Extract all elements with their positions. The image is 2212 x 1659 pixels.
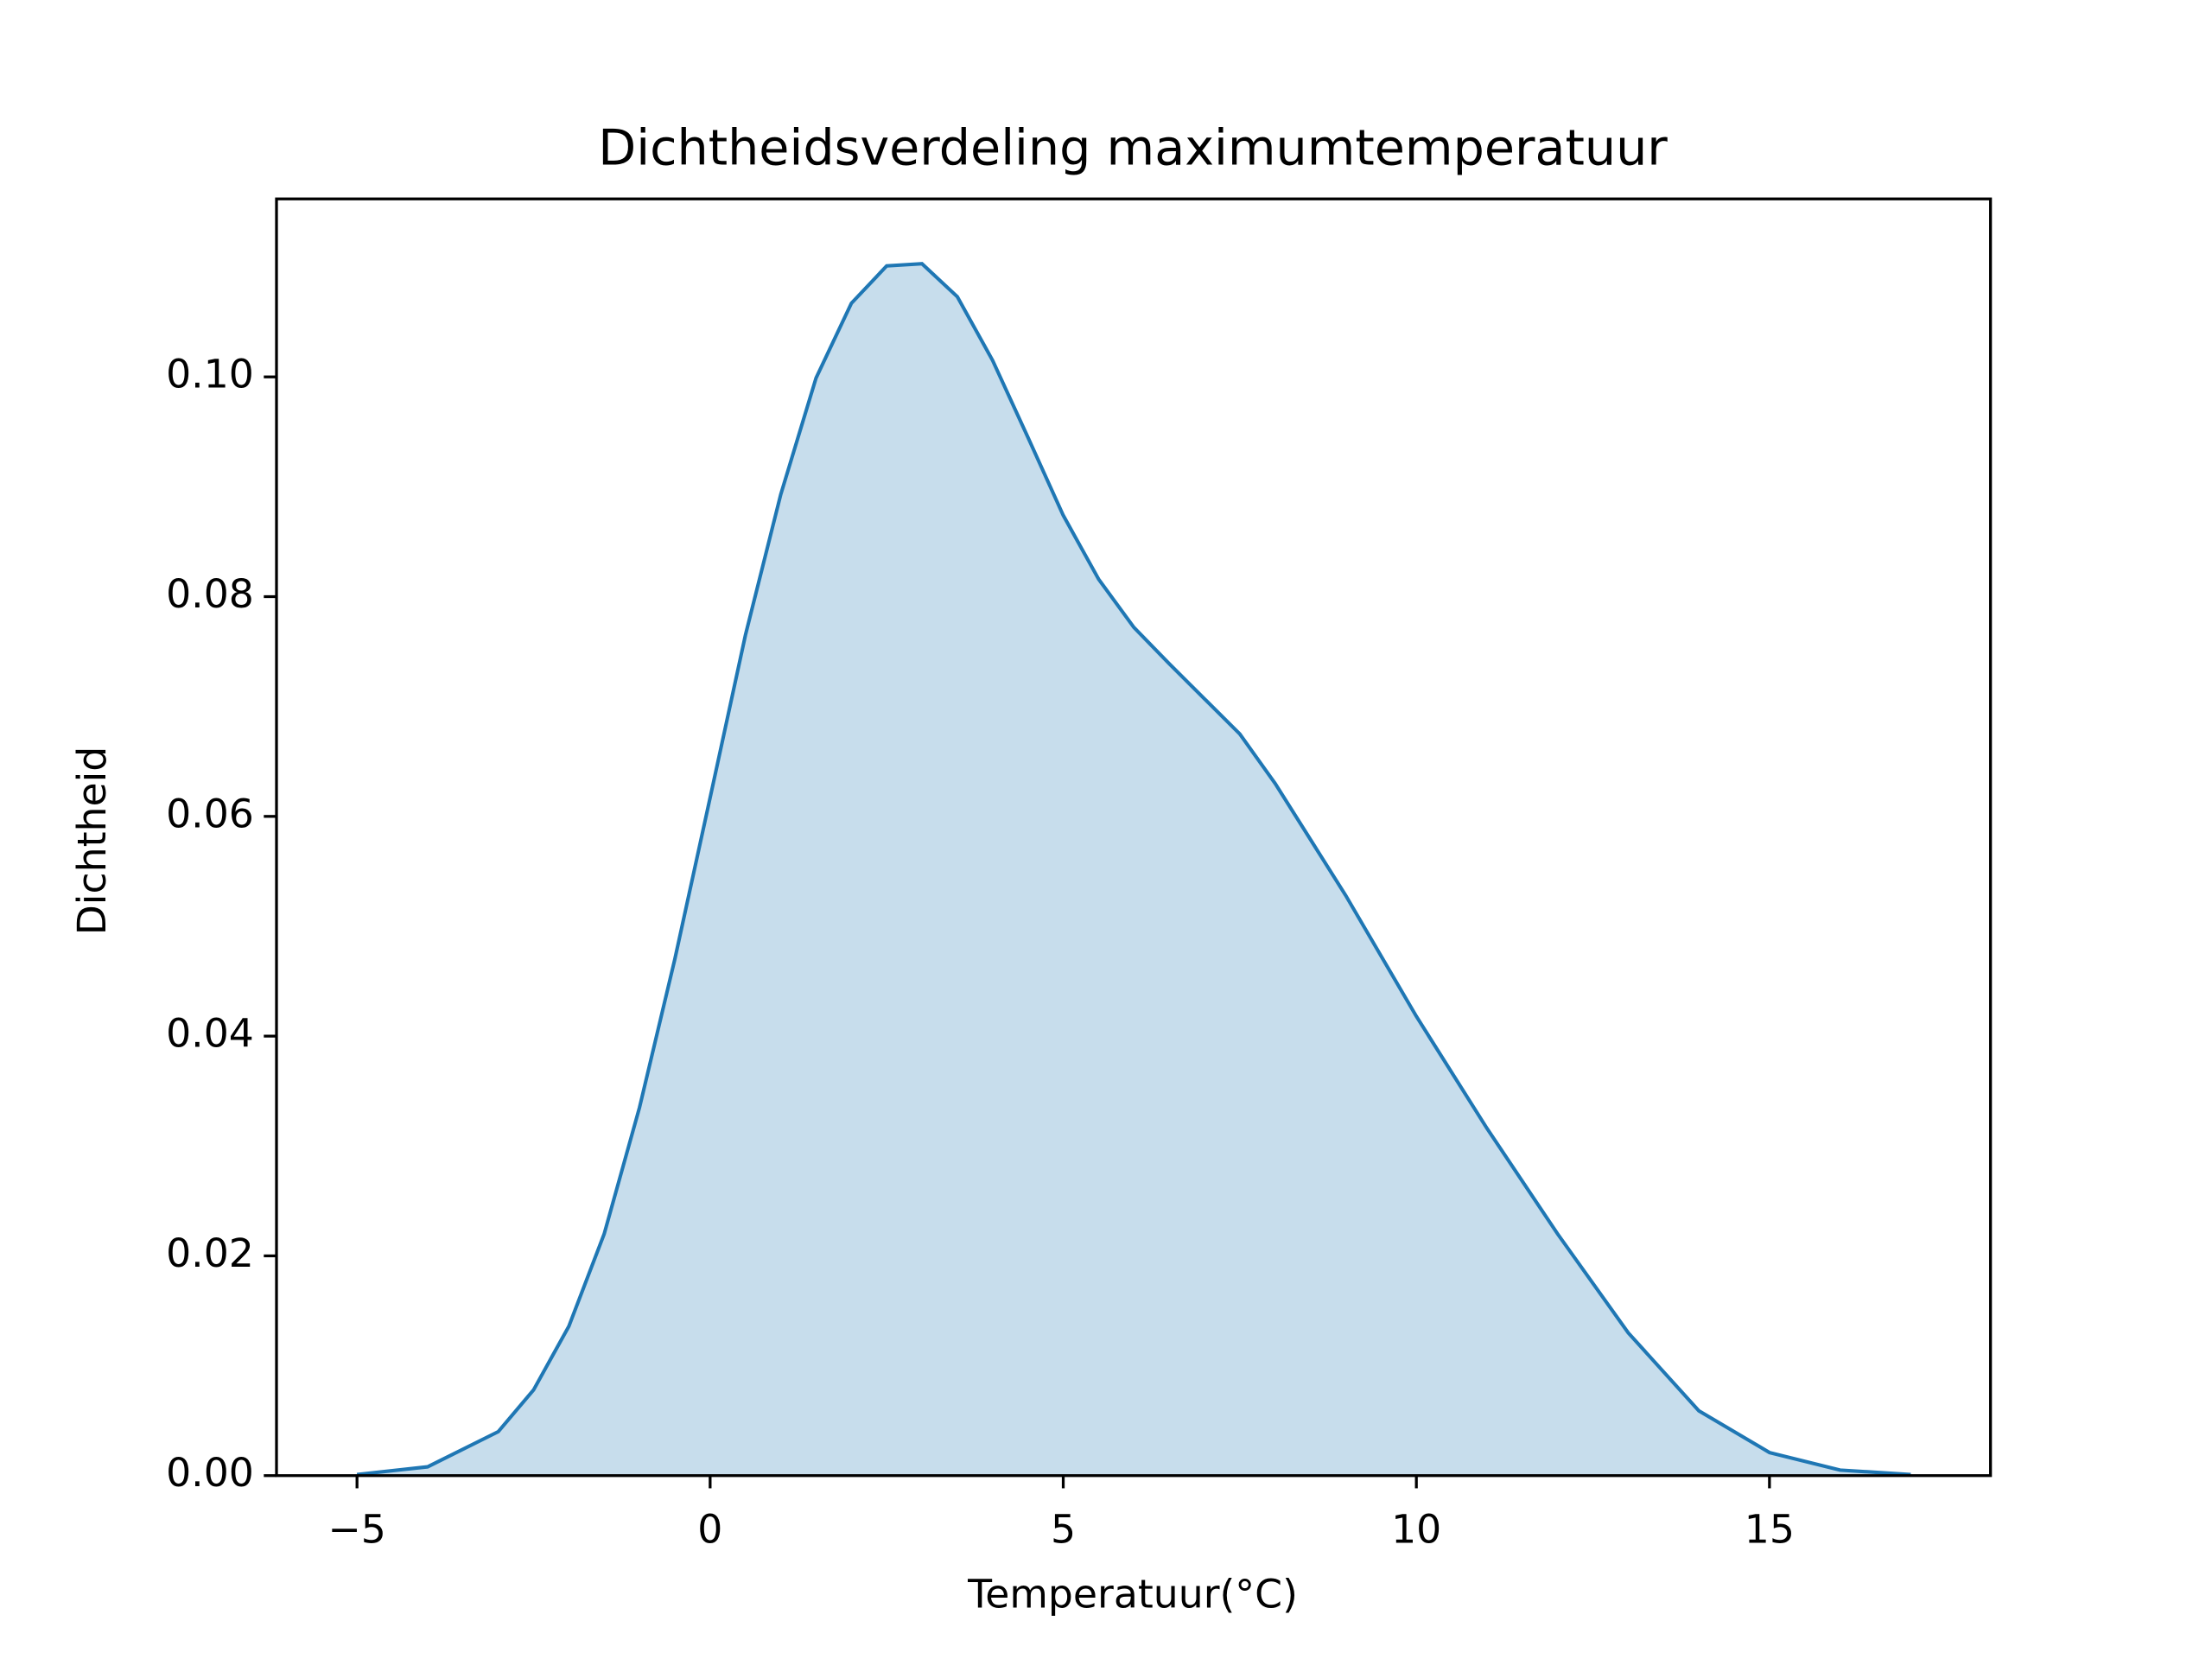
y-tick-label: 0.10 bbox=[166, 352, 254, 397]
x-tick-label: 15 bbox=[1745, 1507, 1795, 1553]
plot-frame bbox=[275, 197, 1993, 1478]
x-tick-label: 0 bbox=[697, 1507, 722, 1553]
y-tick-label: 0.04 bbox=[166, 1011, 254, 1057]
y-tick-label: 0.08 bbox=[166, 571, 254, 617]
chart-title: Dichtheidsverdeling maximumtemperatuur bbox=[598, 119, 1668, 176]
y-tick-label: 0.06 bbox=[166, 791, 254, 836]
x-tick-label: 5 bbox=[1051, 1507, 1076, 1553]
y-axis-label: Dichtheid bbox=[69, 747, 115, 936]
x-tick-label: −5 bbox=[327, 1507, 385, 1553]
y-tick-label: 0.02 bbox=[166, 1230, 254, 1276]
area-fill bbox=[357, 264, 1911, 1476]
y-tick-label: 0.00 bbox=[166, 1450, 254, 1496]
x-tick-label: 10 bbox=[1391, 1507, 1441, 1553]
density-line bbox=[356, 262, 1911, 1477]
x-axis-label: Temperatuur(°C) bbox=[967, 1572, 1298, 1618]
